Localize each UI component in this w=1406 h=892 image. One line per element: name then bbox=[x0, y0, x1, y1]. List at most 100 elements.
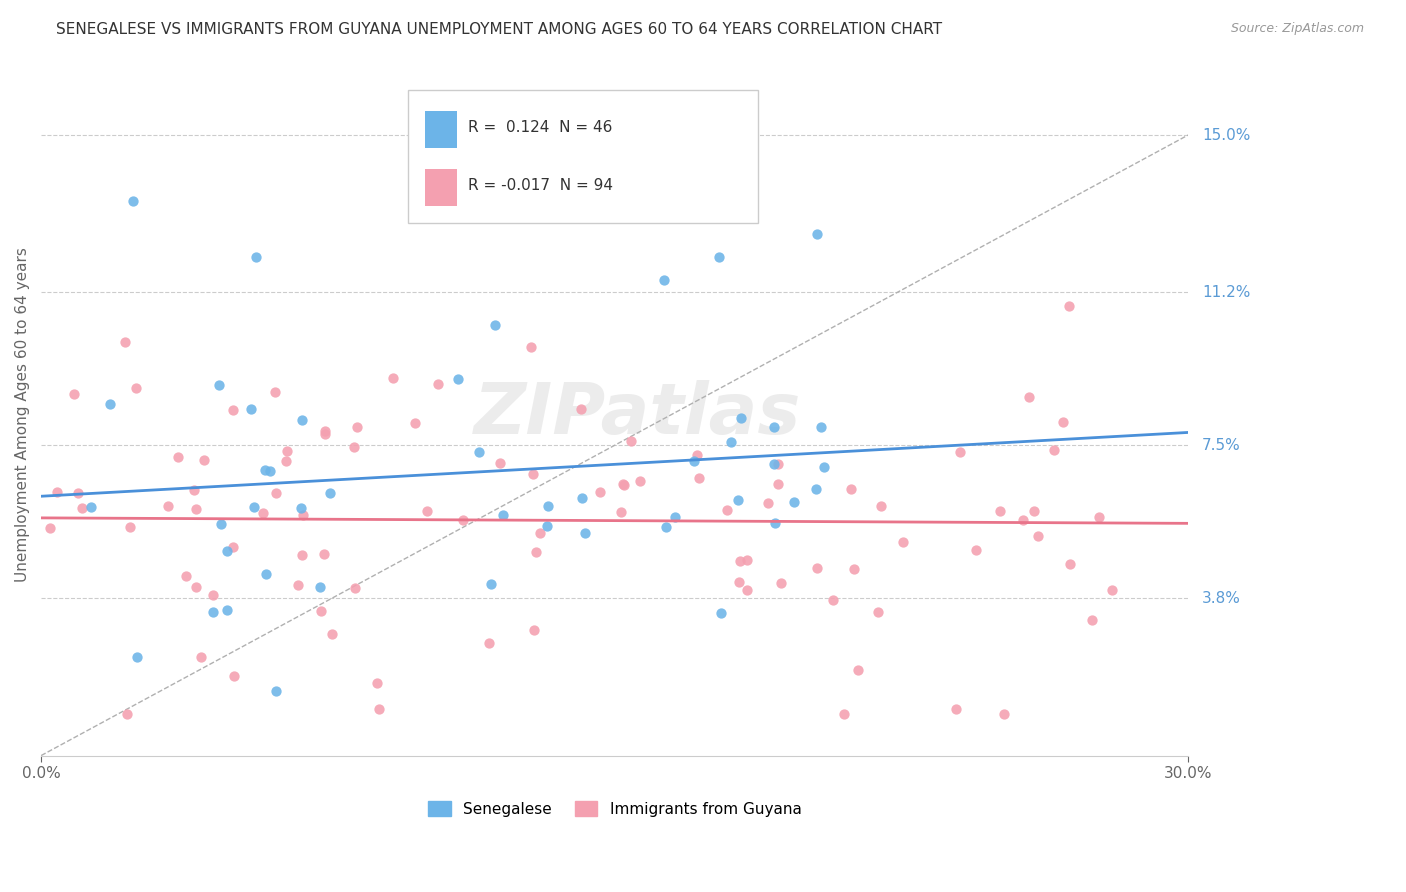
Point bbox=[988, 504, 1011, 518]
Point bbox=[536, 518, 558, 533]
Point bbox=[404, 417, 426, 431]
Point bbox=[264, 485, 287, 500]
Point bbox=[728, 574, 751, 589]
Point bbox=[529, 525, 551, 540]
Point bbox=[569, 401, 592, 416]
Point bbox=[184, 580, 207, 594]
Point bbox=[537, 500, 560, 514]
Point bbox=[571, 491, 593, 505]
Point bbox=[287, 578, 309, 592]
Point bbox=[343, 440, 366, 454]
Point bbox=[311, 604, 333, 618]
Point bbox=[416, 504, 439, 518]
Point bbox=[720, 434, 742, 449]
Point bbox=[343, 581, 366, 595]
Point bbox=[115, 707, 138, 722]
Point bbox=[522, 467, 544, 481]
Legend: Senegalese, Immigrants from Guyana: Senegalese, Immigrants from Guyana bbox=[422, 796, 807, 823]
Point bbox=[489, 456, 512, 470]
Point bbox=[484, 318, 506, 333]
Point bbox=[346, 420, 368, 434]
Point bbox=[758, 496, 780, 510]
Point bbox=[39, 521, 62, 535]
Point bbox=[254, 463, 277, 477]
Y-axis label: Unemployment Among Ages 60 to 64 years: Unemployment Among Ages 60 to 64 years bbox=[15, 247, 30, 582]
Point bbox=[846, 663, 869, 677]
Point bbox=[945, 702, 967, 716]
Point bbox=[1012, 513, 1035, 527]
Point bbox=[832, 707, 855, 722]
Point bbox=[193, 453, 215, 467]
Point bbox=[520, 340, 543, 354]
Point bbox=[264, 684, 287, 698]
Point bbox=[245, 250, 267, 264]
Point bbox=[291, 413, 314, 427]
Point bbox=[1022, 504, 1045, 518]
Point bbox=[314, 427, 336, 442]
Point bbox=[613, 478, 636, 492]
Point bbox=[664, 510, 686, 524]
Point bbox=[468, 444, 491, 458]
FancyBboxPatch shape bbox=[408, 90, 758, 223]
Point bbox=[682, 453, 704, 467]
Point bbox=[217, 603, 239, 617]
Point bbox=[709, 250, 731, 264]
Point bbox=[766, 458, 789, 472]
Point bbox=[655, 520, 678, 534]
Point bbox=[290, 501, 312, 516]
Point bbox=[240, 401, 263, 416]
Point bbox=[839, 482, 862, 496]
Point bbox=[524, 545, 547, 559]
Point bbox=[766, 476, 789, 491]
Point bbox=[46, 484, 69, 499]
Point bbox=[735, 582, 758, 597]
Point bbox=[120, 520, 142, 534]
Point bbox=[366, 676, 388, 690]
Point bbox=[763, 516, 786, 530]
Point bbox=[763, 457, 786, 471]
Point bbox=[762, 419, 785, 434]
Point bbox=[201, 605, 224, 619]
Point bbox=[620, 434, 643, 448]
Point bbox=[810, 420, 832, 434]
Point bbox=[446, 372, 468, 386]
Point bbox=[589, 484, 612, 499]
Point bbox=[1052, 415, 1074, 429]
Point bbox=[783, 495, 806, 509]
Point bbox=[610, 505, 633, 519]
Point bbox=[993, 707, 1015, 722]
Text: ZIPatlas: ZIPatlas bbox=[474, 380, 801, 449]
Point bbox=[274, 454, 297, 468]
Point bbox=[451, 513, 474, 527]
Point bbox=[949, 445, 972, 459]
Point bbox=[806, 561, 828, 575]
Point bbox=[243, 500, 266, 515]
Point bbox=[1059, 299, 1081, 313]
Text: 15.0%: 15.0% bbox=[1202, 128, 1250, 143]
Point bbox=[202, 588, 225, 602]
Point bbox=[1088, 509, 1111, 524]
Point bbox=[965, 543, 987, 558]
Point bbox=[686, 448, 709, 462]
Point bbox=[367, 702, 389, 716]
Point bbox=[1081, 613, 1104, 627]
FancyBboxPatch shape bbox=[426, 169, 457, 206]
Point bbox=[1026, 529, 1049, 543]
Point bbox=[252, 506, 274, 520]
Point bbox=[870, 499, 893, 513]
Point bbox=[1059, 557, 1081, 571]
Point bbox=[523, 624, 546, 638]
Point bbox=[716, 502, 738, 516]
Point bbox=[209, 517, 232, 532]
Point bbox=[426, 376, 449, 391]
Point bbox=[319, 485, 342, 500]
Point bbox=[314, 547, 336, 561]
Point bbox=[291, 508, 314, 522]
Point bbox=[574, 526, 596, 541]
Point bbox=[98, 397, 121, 411]
Point bbox=[491, 508, 513, 522]
Point bbox=[688, 470, 710, 484]
Point bbox=[868, 605, 890, 619]
Point bbox=[66, 486, 89, 500]
Point bbox=[844, 561, 866, 575]
